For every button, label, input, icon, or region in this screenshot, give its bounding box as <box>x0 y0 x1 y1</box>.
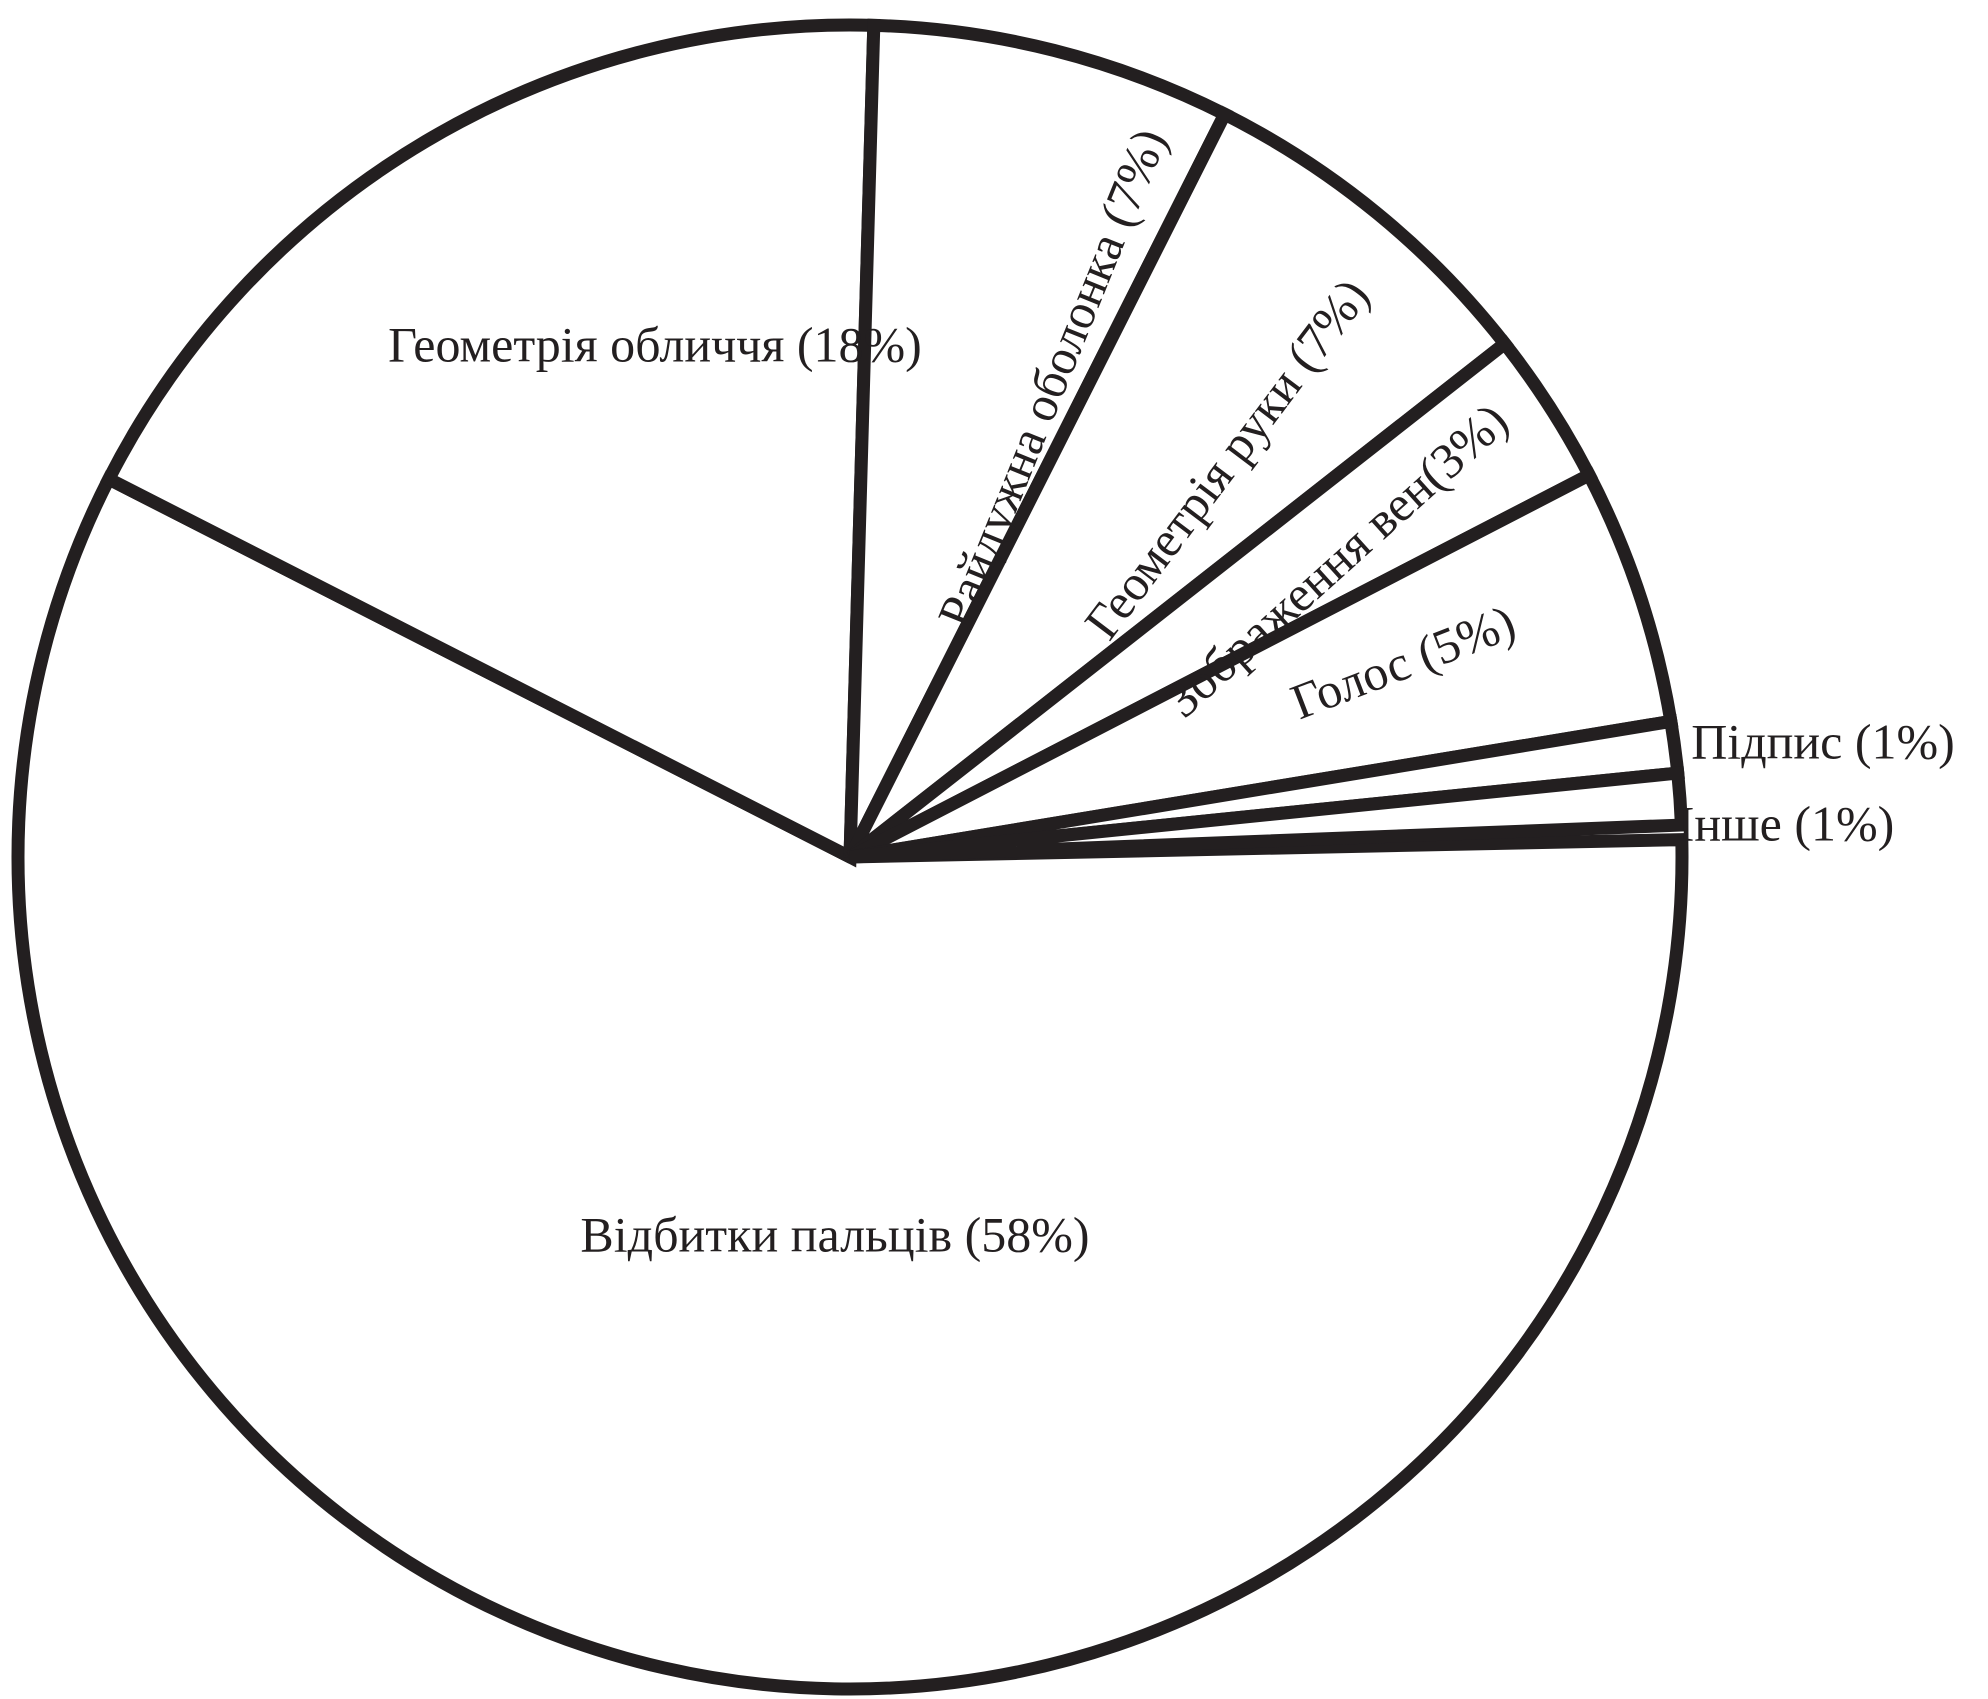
pie-slice-fingerprints <box>11 470 1689 1696</box>
pie-label-face-geometry: Геометрія обличчя (18%) <box>388 316 922 372</box>
pie-slice-face-geometry <box>100 18 881 868</box>
pie-slice-voice <box>847 466 1679 864</box>
pie-label-other: Інше (1%) <box>1678 795 1895 851</box>
pie-slice-other <box>849 765 1689 864</box>
pie-slices <box>11 18 1689 1696</box>
pie-label-fingerprints: Відбитки пальців (58%) <box>580 1206 1089 1262</box>
pie-slice-hand-geometry <box>844 105 1514 863</box>
pie-slice-iris <box>843 18 1234 860</box>
pie-label-signature: Підпис (1%) <box>1691 713 1955 769</box>
